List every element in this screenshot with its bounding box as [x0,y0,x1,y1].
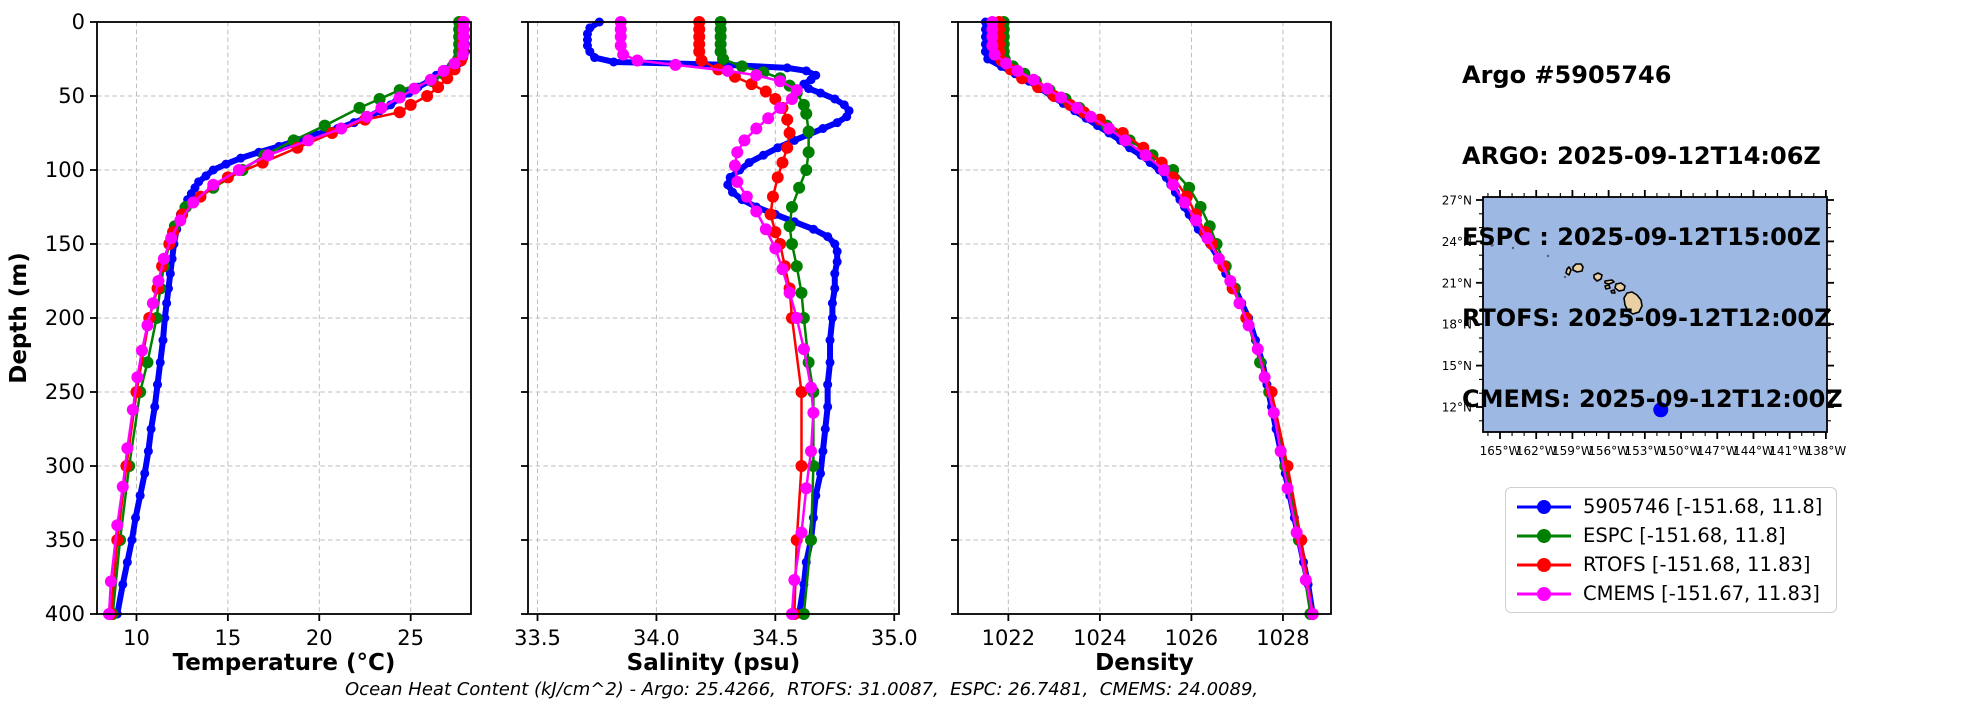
svg-text:0: 0 [72,10,85,34]
svg-text:400: 400 [45,602,85,626]
legend-item-rtofs: RTOFS [-151.68, 11.83] [1506,550,1836,579]
svg-text:141°W: 141°W [1769,444,1810,458]
svg-text:350: 350 [45,528,85,552]
series-CMEMS [103,16,470,620]
legend-item-espc: ESPC [-151.68, 11.8] [1506,521,1836,550]
rtofs-line-marker-icon [1517,557,1571,572]
panel-2: 33.5 34.0 34.5 35.0 Salinity (psu) [514,16,918,676]
location-map: 27°N24°N21°N18°N15°N12°N165°W162°W159°W1… [1442,190,1846,458]
svg-text:150°W: 150°W [1661,444,1702,458]
ocean-heat-content-note: Ocean Heat Content (kJ/cm^2) - Argo: 25.… [345,679,1259,700]
cmems-timestamp: CMEMS: 2025-09-12T12:00Z [1462,385,1843,413]
legend-label: RTOFS [-151.68, 11.83] [1583,553,1811,576]
svg-text:Density: Density [1095,650,1194,676]
float-info-block: Argo #5905746 ARGO: 2025-09-12T14:06Z ES… [1462,8,1843,467]
espc-line-marker-icon [1517,528,1571,543]
svg-text:35.0: 35.0 [871,626,918,650]
svg-text:1028: 1028 [1256,626,1309,650]
svg-text:15°N: 15°N [1442,359,1472,373]
svg-text:144°W: 144°W [1733,444,1774,458]
svg-text:18°N: 18°N [1442,318,1472,332]
series-CMEMS [614,16,820,620]
legend-label: CMEMS [-151.67, 11.83] [1583,582,1820,605]
float-title: Argo #5905746 [1462,61,1672,89]
cmems-line-marker-icon [1517,586,1571,601]
float-position-marker [1653,402,1669,418]
svg-text:300: 300 [45,454,85,478]
rtofs-timestamp: RTOFS: 2025-09-12T12:00Z [1462,304,1832,332]
map-axes: 27°N24°N21°N18°N15°N12°N165°W162°W159°W1… [1442,190,1846,458]
argo-timestamp: ARGO: 2025-09-12T14:06Z [1462,142,1821,170]
svg-text:250: 250 [45,380,85,404]
legend-item-argo: 5905746 [-151.68, 11.8] [1506,492,1836,521]
svg-text:1022: 1022 [982,626,1035,650]
svg-text:12°N: 12°N [1442,401,1472,415]
svg-text:27°N: 27°N [1442,194,1472,208]
series-CMEMS [986,16,1319,620]
svg-text:20: 20 [306,626,333,650]
svg-text:156°W: 156°W [1588,444,1629,458]
legend-label: 5905746 [-151.68, 11.8] [1583,495,1823,518]
svg-text:10: 10 [123,626,150,650]
svg-text:138°W: 138°W [1805,444,1846,458]
legend: 5905746 [-151.68, 11.8] ESPC [-151.68, 1… [1505,487,1837,613]
svg-text:159°W: 159°W [1552,444,1593,458]
svg-text:21°N: 21°N [1442,276,1472,290]
svg-text:34.5: 34.5 [752,626,799,650]
svg-text:50: 50 [58,84,85,108]
series-ESPC [714,16,820,620]
argo-line-marker-icon [1517,499,1571,514]
svg-text:200: 200 [45,306,85,330]
hawaiian-islands [1490,243,1643,315]
legend-label: ESPC [-151.68, 11.8] [1583,524,1786,547]
svg-text:Salinity (psu): Salinity (psu) [627,650,801,676]
espc-timestamp: ESPC : 2025-09-12T15:00Z [1462,223,1821,251]
svg-text:1024: 1024 [1073,626,1126,650]
svg-text:24°N: 24°N [1442,235,1472,249]
panel-3: 1022 1024 1026 1028 Density [951,16,1332,676]
svg-text:34.0: 34.0 [633,626,680,650]
svg-text:15: 15 [215,626,242,650]
svg-text:150: 150 [45,232,85,256]
profile-panels-chart: 10 15 20 25050100150200250300350400Temperat… [6,10,1332,676]
legend-item-cmems: CMEMS [-151.67, 11.83] [1506,579,1836,608]
svg-text:147°W: 147°W [1697,444,1738,458]
svg-text:1026: 1026 [1165,626,1218,650]
svg-text:100: 100 [45,158,85,182]
svg-text:Depth (m): Depth (m) [6,252,32,384]
series-RTOFS [693,16,808,620]
svg-text:162°W: 162°W [1516,444,1557,458]
svg-text:165°W: 165°W [1480,444,1521,458]
panel-1: 10 15 20 25050100150200250300350400Temperat… [6,10,472,676]
svg-text:Temperature (°C): Temperature (°C) [173,650,396,676]
svg-text:33.5: 33.5 [514,626,561,650]
svg-text:25: 25 [397,626,424,650]
svg-text:153°W: 153°W [1624,444,1665,458]
